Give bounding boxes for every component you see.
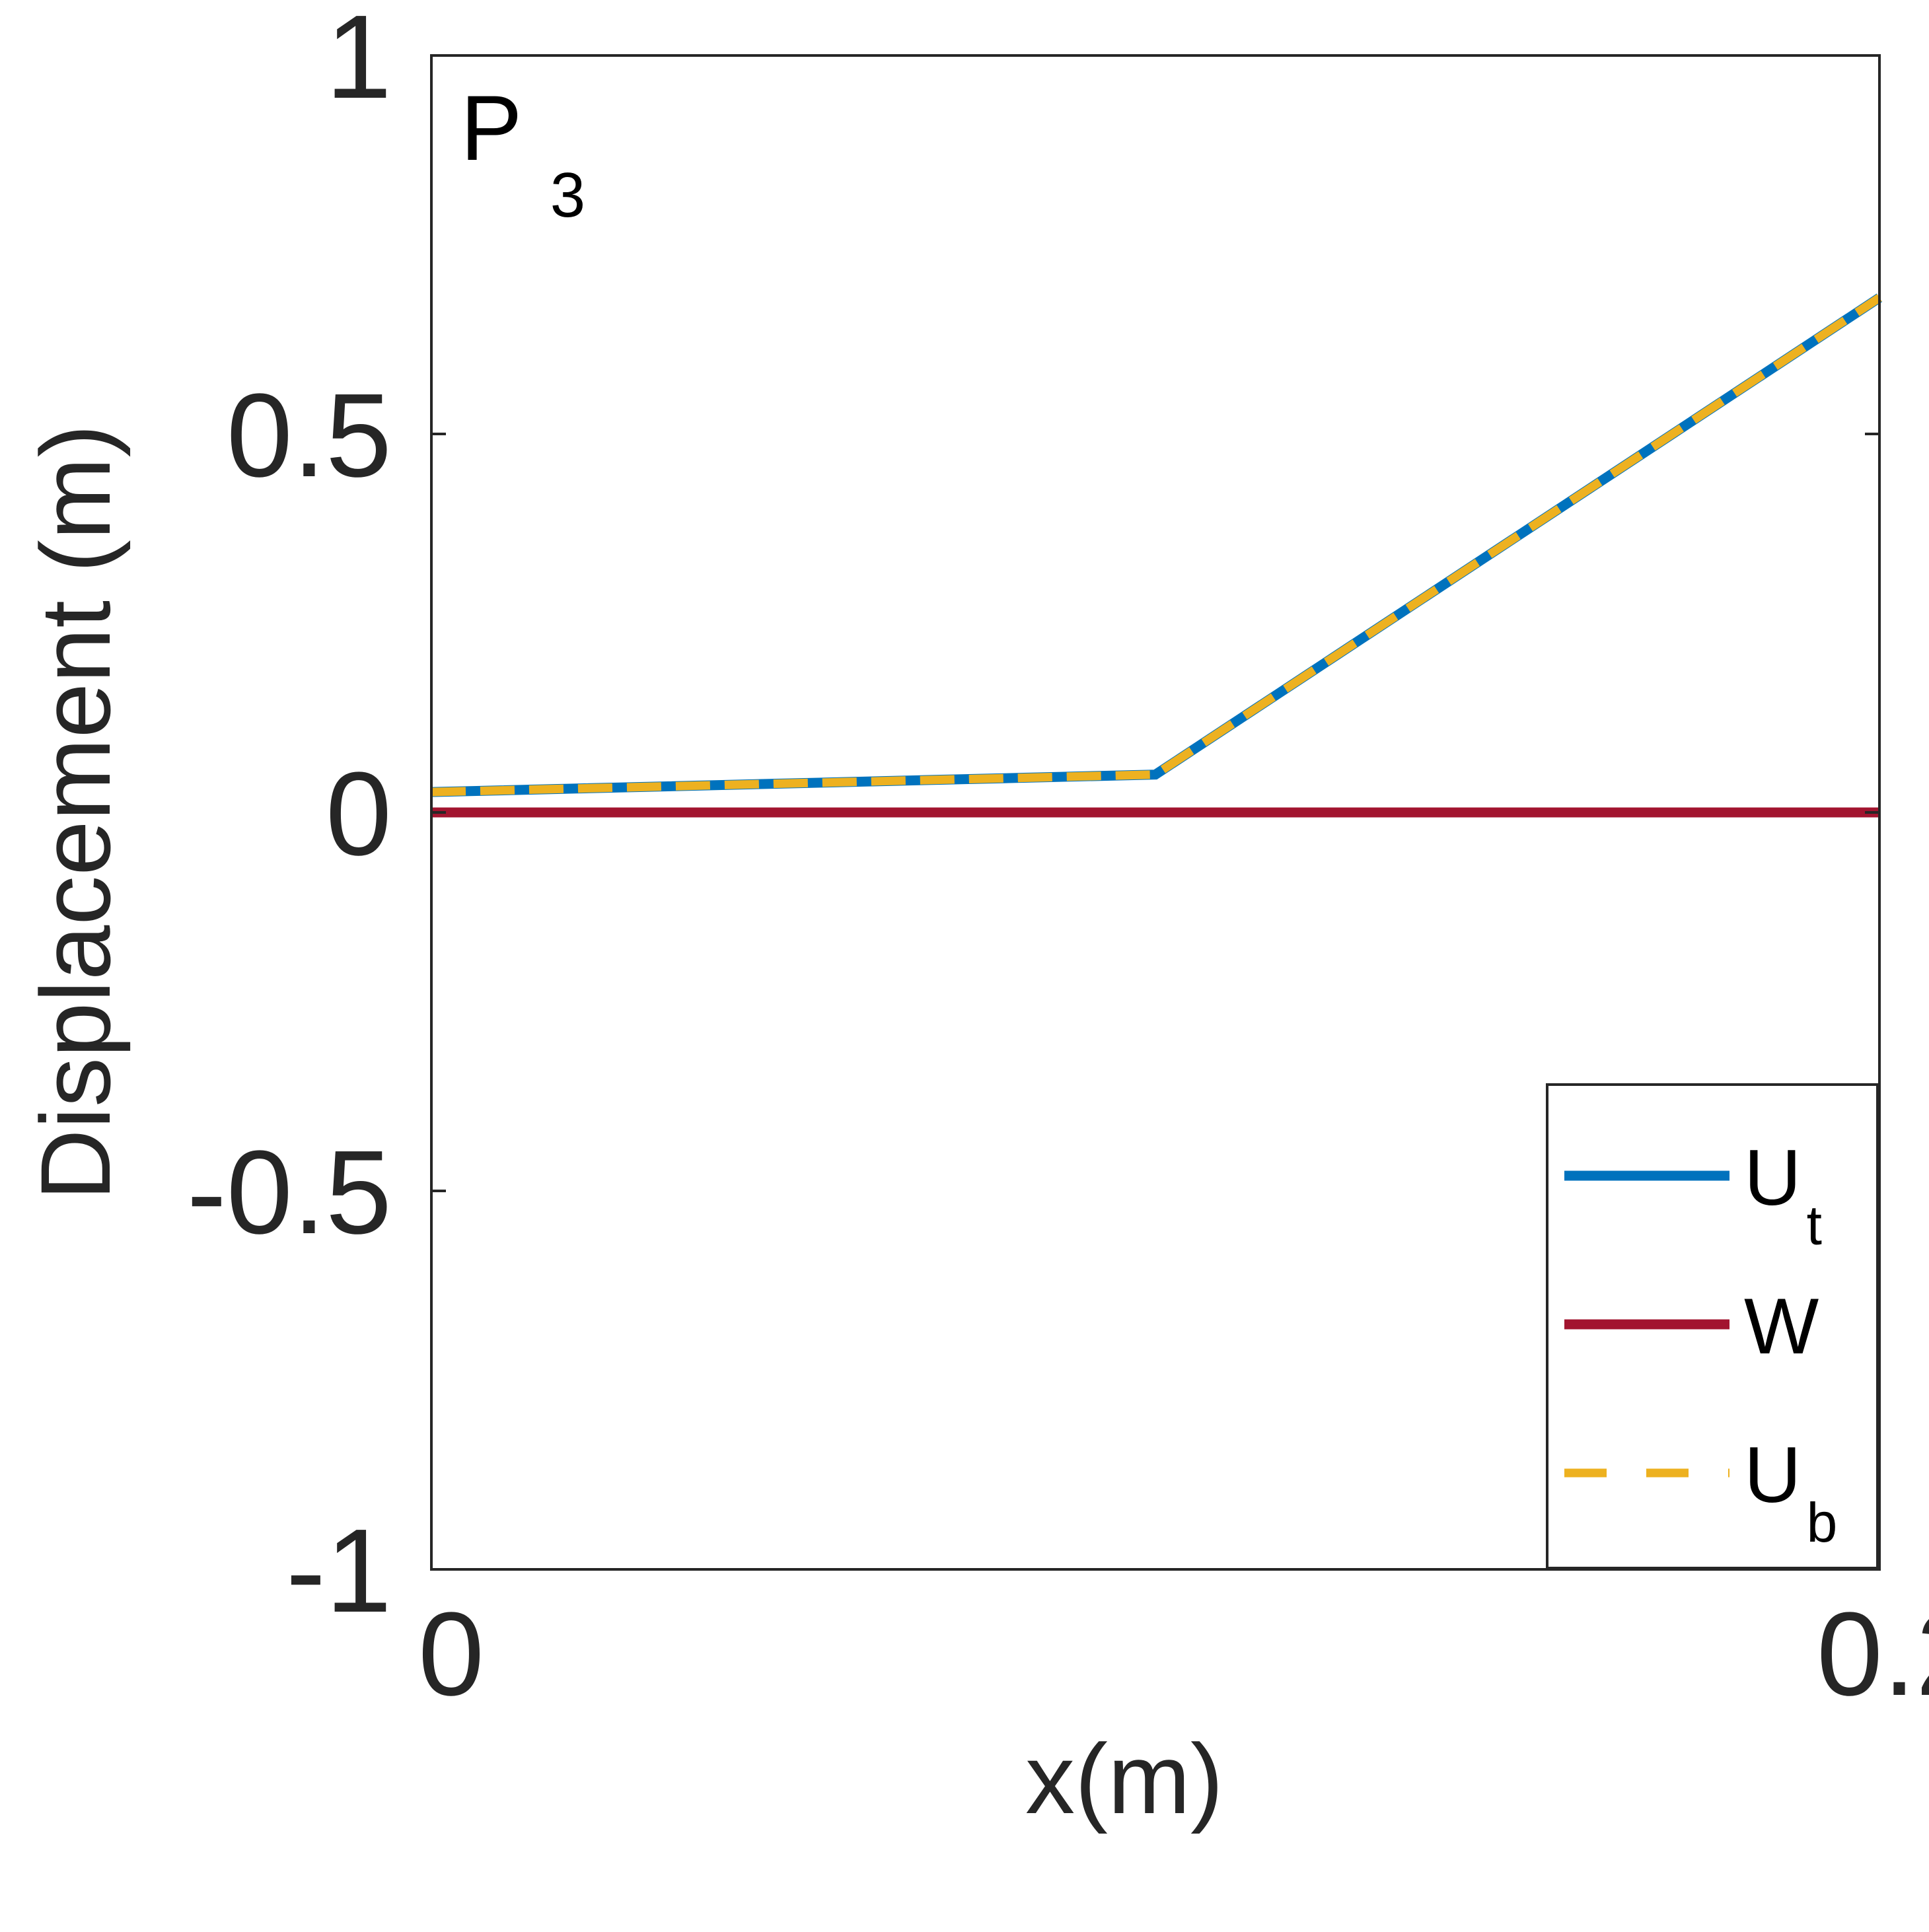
y-tick-label: 0 (326, 748, 392, 880)
y-tick-label: 0.5 (227, 369, 392, 502)
legend-label-subscript: t (1807, 1194, 1822, 1256)
legend-label-ut: Ut (1744, 1133, 1822, 1256)
legend-label-main: U (1744, 1431, 1802, 1519)
legend-label-main: W (1744, 1282, 1819, 1371)
annotation-subscript: 3 (550, 160, 585, 231)
y-axis-label: Displacement (m) (20, 424, 131, 1200)
annotation-label: P 3 (460, 76, 585, 231)
legend-label-subscript: b (1807, 1491, 1838, 1554)
x-tick-label: 0.2 (1817, 1588, 1929, 1721)
y-tick-label: -0.5 (187, 1126, 392, 1259)
series-line-ub (431, 294, 1882, 797)
x-tick-label: 0 (418, 1588, 484, 1721)
legend-label-main: U (1744, 1133, 1802, 1222)
annotation-main: P (460, 76, 521, 180)
tick-layer: -1 -0.5 0 0.5 1 0 0.2 (187, 0, 1929, 1721)
series-layer (431, 293, 1883, 818)
x-axis-label: x(m) (1025, 1723, 1223, 1834)
legend-label-ub: Ub (1744, 1431, 1837, 1554)
legend-label-w: W (1744, 1282, 1819, 1371)
y-tick-label: -1 (286, 1505, 392, 1637)
y-tick-label: 1 (326, 0, 392, 124)
